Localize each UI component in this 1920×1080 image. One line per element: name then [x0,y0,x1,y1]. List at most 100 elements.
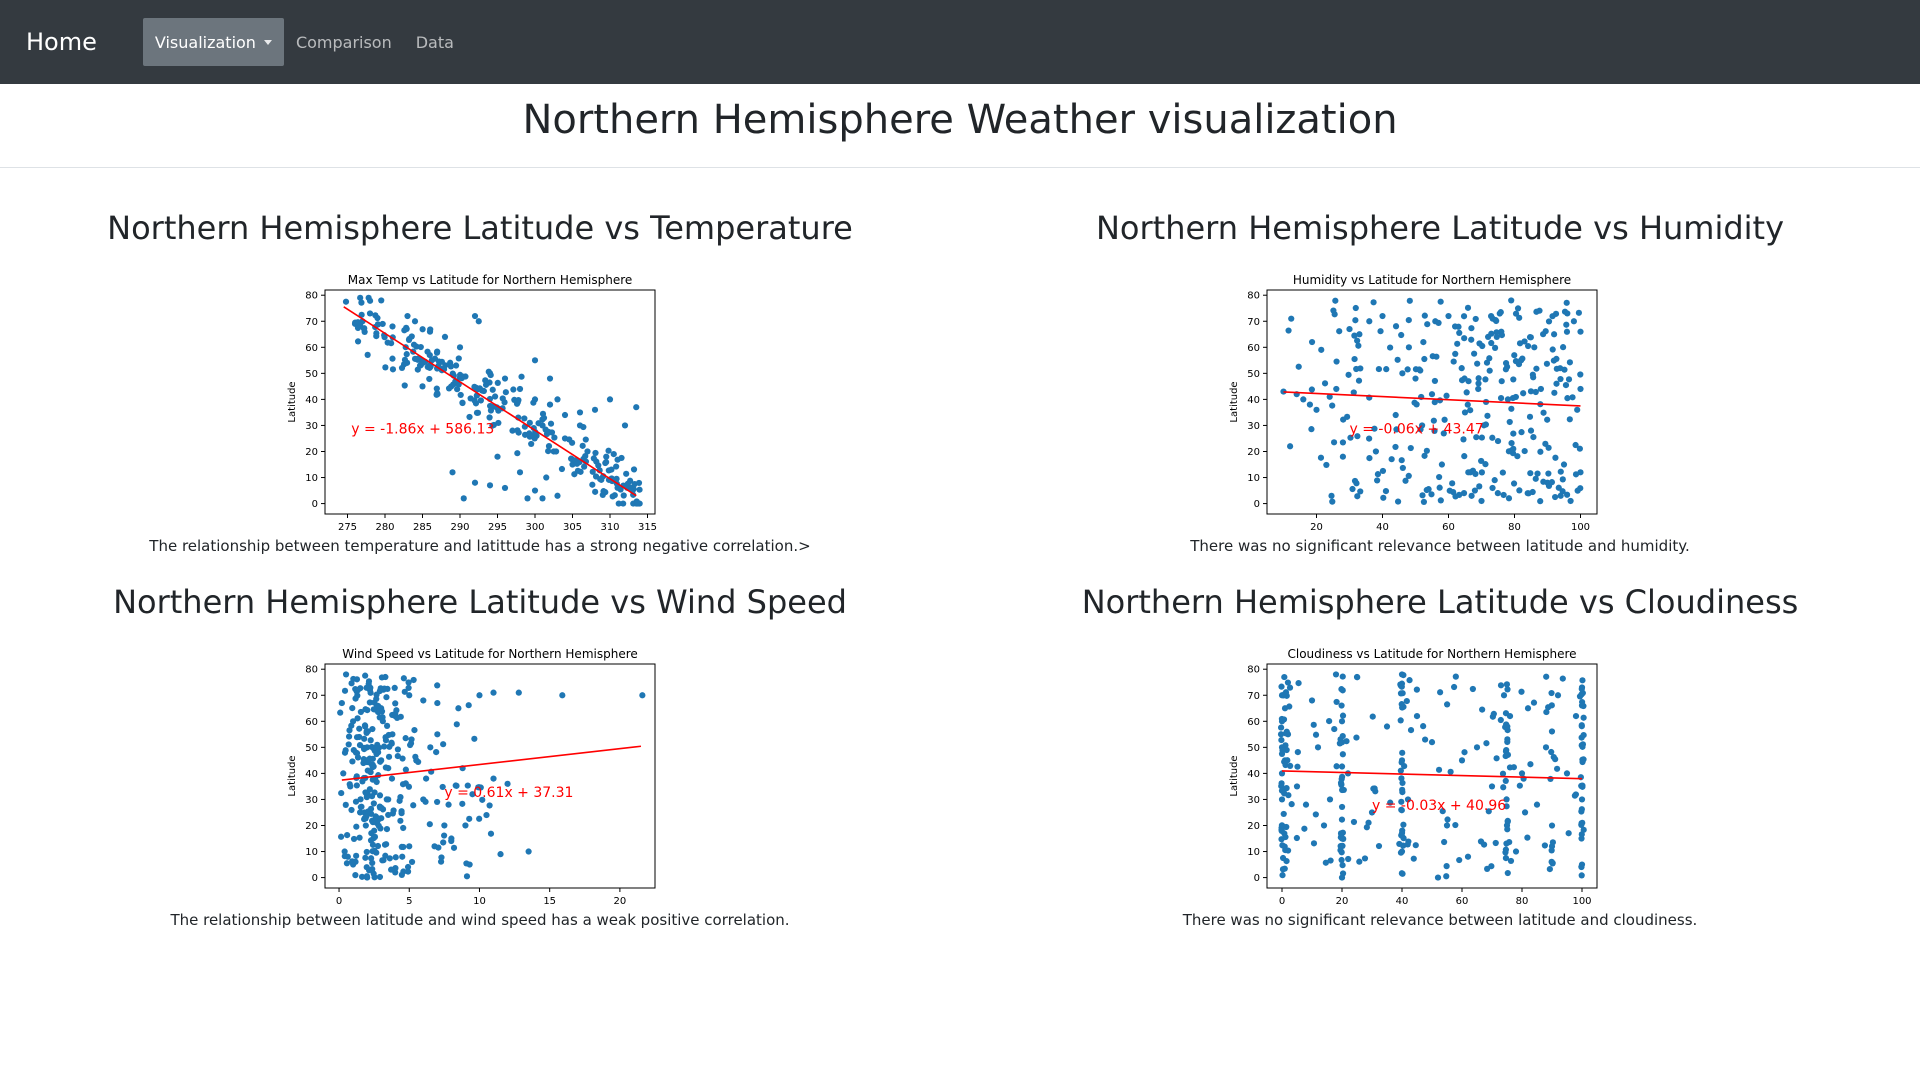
regression-equation: y = -0.06x + 43.47 [1350,421,1484,437]
data-point [514,427,521,434]
data-point [1537,448,1544,455]
data-point [1308,338,1316,346]
data-point [486,802,493,809]
data-point [358,299,365,306]
data-point [1400,672,1407,679]
data-point [535,420,542,427]
data-point [1503,803,1510,810]
section-heading-wind-speed: Northern Hemisphere Latitude vs Wind Spe… [113,583,847,621]
data-point [471,735,478,742]
nav-brand-home[interactable]: Home [26,28,97,56]
y-tick-label: 80 [1247,291,1260,302]
y-tick-label: 0 [1254,873,1260,884]
data-point [354,338,362,345]
data-point [501,375,509,382]
data-point [369,859,376,867]
data-point [345,741,352,748]
y-tick-label: 60 [305,343,318,354]
data-point [1413,686,1420,693]
data-point [1383,723,1391,730]
x-tick-label: 305 [563,522,582,533]
data-point [433,385,440,392]
data-point [401,382,408,389]
data-point [489,386,496,393]
data-point [490,689,497,696]
data-point [1338,803,1346,811]
data-point [1578,723,1585,730]
data-point [434,699,441,707]
data-point [1506,839,1513,846]
data-point [378,297,385,304]
data-point [374,842,382,850]
data-point [463,873,471,880]
data-point [1484,412,1491,419]
data-point [1456,856,1463,864]
data-point [1375,842,1383,850]
data-point [1375,365,1383,373]
nav-item-comparison[interactable]: Comparison [284,18,404,66]
data-point [1293,834,1300,842]
y-tick-label: 30 [305,795,318,806]
data-point [1447,768,1454,775]
data-point [1310,840,1318,847]
data-point [1277,731,1285,738]
data-point [1280,810,1287,818]
data-point [1338,686,1345,693]
data-point [1398,798,1405,805]
data-point [1497,394,1505,402]
data-point [1537,385,1544,393]
data-point [1287,443,1294,450]
data-point [1506,418,1513,426]
nav-item-data[interactable]: Data [404,18,466,66]
data-point [1497,716,1504,724]
data-point [1530,434,1537,441]
data-point [609,493,616,500]
data-point [346,781,353,788]
x-tick-label: 295 [488,522,507,533]
x-tick-label: 20 [1336,896,1349,907]
data-point [1374,471,1382,478]
data-point [423,775,430,782]
data-point [1464,401,1471,408]
data-point [1398,331,1405,339]
data-point [390,807,397,814]
plot-frame [324,289,656,515]
data-point [383,796,390,803]
data-point [342,298,350,305]
data-point [554,396,561,403]
regression-line [341,745,642,781]
data-point [406,843,413,850]
data-point [1567,497,1574,505]
data-point [1563,491,1571,498]
data-point [466,815,473,822]
x-tick-label: 315 [638,522,657,533]
data-point [1504,396,1511,403]
data-point [1563,770,1571,777]
nav-item-visualization[interactable]: Visualization [142,18,284,66]
data-point [546,401,554,408]
data-point [1452,350,1459,357]
x-tick-label: 0 [1279,896,1285,907]
data-point [357,294,364,301]
data-point [1500,491,1507,499]
data-point [1577,385,1584,393]
data-point [1548,748,1555,756]
data-point [1308,426,1315,433]
data-point [1320,822,1328,829]
data-point [1463,389,1470,396]
data-point [353,750,361,757]
data-point [1397,690,1405,697]
data-point [1533,308,1540,315]
y-tick-label: 60 [305,717,318,728]
data-point [1477,838,1485,845]
data-point [388,866,395,873]
data-point [487,371,494,379]
data-point [1472,315,1479,323]
data-point [1333,698,1340,706]
data-point [1339,862,1346,869]
data-point [1356,858,1363,865]
data-point [433,391,440,398]
data-point [1354,674,1361,681]
data-point [1578,702,1586,709]
data-point [349,858,356,865]
